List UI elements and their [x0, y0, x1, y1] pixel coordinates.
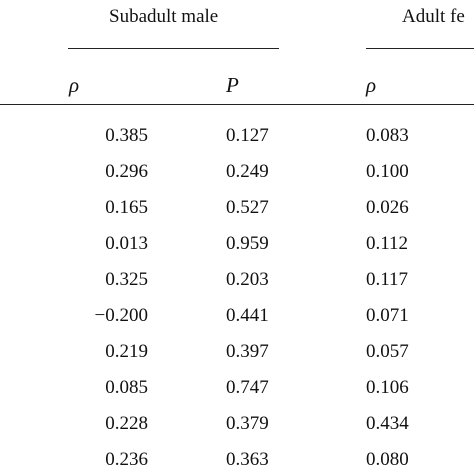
cell-p-subadult: 0.441: [226, 305, 269, 326]
cell-rho-subadult: 0.219: [105, 341, 148, 362]
cell-rho-adult: 0.080: [366, 449, 409, 470]
cell-rho-adult: 0.100: [366, 161, 409, 182]
cell-rho-adult: 0.106: [366, 377, 409, 398]
cell-rho-adult: 0.434: [366, 413, 409, 434]
cell-rho-subadult: 0.085: [105, 377, 148, 398]
column-header-p: P: [226, 73, 239, 97]
cell-rho-subadult: 0.385: [105, 125, 148, 146]
cell-rho-adult: 0.057: [366, 341, 409, 362]
group-header-adult-female: Adult fe: [402, 6, 465, 27]
column-header-rho-1: ρ: [69, 73, 80, 97]
header-rule: [0, 104, 474, 105]
cell-p-subadult: 0.397: [226, 341, 269, 362]
group-rule-adult-female: [366, 48, 474, 49]
table-row: 0.219 0.397 0.057: [0, 334, 474, 370]
cell-p-subadult: 0.527: [226, 197, 269, 218]
table-row: 0.236 0.363 0.080: [0, 442, 474, 474]
cell-p-subadult: 0.959: [226, 233, 269, 254]
column-header-rho-2: ρ: [366, 73, 377, 97]
table-row: 0.325 0.203 0.117: [0, 262, 474, 298]
cell-p-subadult: 0.203: [226, 269, 269, 290]
table-row: 0.296 0.249 0.100: [0, 154, 474, 190]
table-body: 0.385 0.127 0.083 0.296 0.249 0.100 0.165 0.527…: [0, 118, 474, 474]
cell-rho-subadult: 0.236: [105, 449, 148, 470]
cell-rho-subadult: 0.165: [105, 197, 148, 218]
cell-p-subadult: 0.127: [226, 125, 269, 146]
cell-rho-subadult: 0.228: [105, 413, 148, 434]
cell-rho-adult: 0.026: [366, 197, 409, 218]
cell-rho-adult: 0.117: [366, 269, 409, 290]
cell-rho-subadult: −0.200: [94, 305, 148, 326]
cell-rho-subadult: 0.296: [105, 161, 148, 182]
cell-rho-adult: 0.071: [366, 305, 409, 326]
table-row: 0.165 0.527 0.026: [0, 190, 474, 226]
table-row: 0.228 0.379 0.434: [0, 406, 474, 442]
group-rule-subadult-male: [68, 48, 279, 49]
cell-p-subadult: 0.363: [226, 449, 269, 470]
cell-rho-subadult: 0.325: [105, 269, 148, 290]
cell-p-subadult: 0.379: [226, 413, 269, 434]
table-row: 0.085 0.747 0.106: [0, 370, 474, 406]
group-header-subadult-male: Subadult male: [109, 6, 219, 27]
cell-rho-adult: 0.083: [366, 125, 409, 146]
table-row: 0.013 0.959 0.112: [0, 226, 474, 262]
table-row: 0.385 0.127 0.083: [0, 118, 474, 154]
table-row: −0.200 0.441 0.071: [0, 298, 474, 334]
cell-p-subadult: 0.249: [226, 161, 269, 182]
cell-rho-adult: 0.112: [366, 233, 409, 254]
cell-rho-subadult: 0.013: [105, 233, 148, 254]
cell-p-subadult: 0.747: [226, 377, 269, 398]
